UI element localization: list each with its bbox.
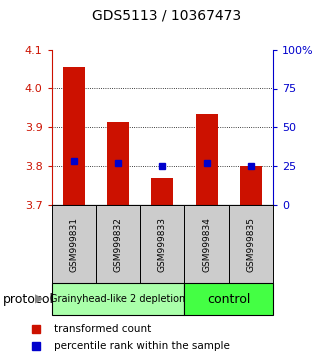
Bar [151,178,173,205]
Bar [107,121,129,205]
Text: percentile rank within the sample: percentile rank within the sample [54,342,229,352]
Text: GSM999831: GSM999831 [69,217,78,272]
Text: GSM999833: GSM999833 [158,217,167,272]
Text: Grainyhead-like 2 depletion: Grainyhead-like 2 depletion [50,294,186,304]
Bar [52,205,96,283]
Bar [184,283,273,315]
Text: GSM999834: GSM999834 [202,217,211,272]
Text: ▶: ▶ [35,293,44,306]
Text: GSM999832: GSM999832 [114,217,123,272]
Text: GSM999835: GSM999835 [246,217,255,272]
Bar [96,205,140,283]
Bar [140,205,184,283]
Text: protocol: protocol [3,293,54,306]
Bar [229,205,273,283]
Bar [240,166,262,205]
Bar [52,283,184,315]
Bar [184,205,229,283]
Text: transformed count: transformed count [54,324,151,334]
Bar [63,67,85,205]
Text: control: control [207,293,250,306]
Bar [195,114,218,205]
Text: GDS5113 / 10367473: GDS5113 / 10367473 [92,9,241,23]
